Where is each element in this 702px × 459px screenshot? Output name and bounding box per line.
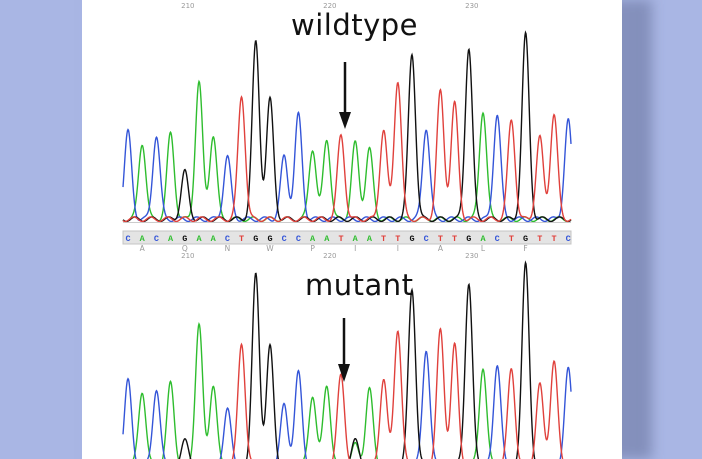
- arrows: [338, 62, 351, 382]
- ruler-cropped-char: ˇ: [211, 0, 215, 4]
- base-call-20: G: [409, 234, 414, 244]
- base-call-6: A: [211, 234, 217, 244]
- base-call-17: A: [367, 234, 373, 244]
- amino-acid-6: I: [397, 244, 399, 253]
- ruler-cropped-char: ˇ: [154, 0, 158, 4]
- mid-ruler-tick-label: 210: [181, 252, 194, 260]
- base-call-7: C: [225, 234, 230, 244]
- mutant-trace: [122, 260, 572, 459]
- wildtype-label: wildtype: [291, 8, 419, 42]
- base-call-1: A: [140, 234, 146, 244]
- base-call-16: A: [353, 234, 359, 244]
- base-call-11: C: [282, 234, 287, 244]
- base-call-12: C: [296, 234, 301, 244]
- base-call-18: T: [381, 234, 386, 244]
- amino-acid-5: I: [354, 244, 356, 253]
- base-call-25: A: [480, 234, 486, 244]
- ruler-cropped-char: ˇ: [552, 0, 556, 4]
- chromatogram-panel: [82, 0, 622, 459]
- ruler-cropped-char: ˇ: [467, 0, 471, 4]
- base-call-22: T: [438, 234, 443, 244]
- wildtype-arrow-head: [339, 112, 351, 129]
- ruler-cropped-char: ˇ: [268, 0, 272, 4]
- base-call-5: A: [196, 234, 202, 244]
- ruler-cropped-char: ˇ: [382, 0, 386, 4]
- trace-T-line: [231, 327, 564, 459]
- base-call-24: G: [466, 234, 471, 244]
- base-call-26: C: [495, 234, 500, 244]
- ruler-cropped-char: ˇ: [353, 0, 357, 4]
- base-call-14: A: [324, 234, 330, 244]
- ruler-cropped-char: ˇ: [296, 0, 300, 4]
- ruler-cropped-char: ˇ: [126, 0, 130, 4]
- base-call-2: C: [154, 234, 159, 244]
- ruler-cropped-char: ˇ: [325, 0, 329, 4]
- top-ruler: ˇˇˇˇˇˇˇˇˇˇˇˇˇˇˇˇ210220230: [126, 0, 556, 10]
- sequence-bar-background: [122, 230, 572, 245]
- base-call-4: G: [182, 234, 187, 244]
- mid-ruler-tick-label: 230: [465, 252, 478, 260]
- base-call-8: T: [239, 234, 244, 244]
- base-call-21: C: [424, 234, 429, 244]
- base-call-3: A: [168, 234, 174, 244]
- amino-acid-4: P: [310, 244, 315, 253]
- base-call-15: T: [338, 234, 343, 244]
- base-call-30: T: [551, 234, 556, 244]
- mutant-label: mutant: [305, 268, 414, 302]
- base-call-27: T: [509, 234, 514, 244]
- amino-acid-7: A: [438, 244, 444, 253]
- base-call-29: T: [537, 234, 542, 244]
- amino-acid-3: W: [266, 244, 274, 253]
- amino-acid-1: Q: [182, 244, 188, 253]
- ruler-cropped-char: ˇ: [410, 0, 414, 4]
- base-call-19: T: [395, 234, 400, 244]
- top-ruler-tick-label: 220: [323, 2, 336, 10]
- trace-T-line: [122, 81, 572, 223]
- base-call-13: A: [310, 234, 316, 244]
- base-call-10: G: [267, 234, 272, 244]
- trace-A-line: [132, 322, 493, 459]
- ruler-cropped-char: ˇ: [524, 0, 528, 4]
- base-call-28: G: [523, 234, 528, 244]
- ruler-cropped-char: ˇ: [183, 0, 187, 4]
- base-call-31: C: [566, 234, 571, 244]
- mutant-arrow-head: [338, 364, 350, 382]
- amino-acid-9: F: [523, 244, 527, 253]
- top-ruler-tick-label: 230: [465, 2, 478, 10]
- wildtype-trace: [122, 30, 572, 223]
- mid-ruler-tick-label: 220: [323, 252, 336, 260]
- trace-C-line: [122, 111, 572, 223]
- base-call-9: G: [253, 234, 258, 244]
- trace-C-line: [122, 350, 572, 459]
- base-call-23: T: [452, 234, 457, 244]
- ruler-cropped-char: ˇ: [495, 0, 499, 4]
- top-ruler-tick-label: 210: [181, 2, 194, 10]
- amino-acid-2: N: [225, 244, 231, 253]
- sequence-bar: C A C A G A A C T G G C C A A T A A T T G C T T G A C T G T T CA Q N W P I I A…: [122, 230, 572, 260]
- ruler-cropped-char: ˇ: [438, 0, 442, 4]
- amino-acid-8: L: [481, 244, 486, 253]
- amino-acid-0: A: [140, 244, 146, 253]
- ruler-cropped-char: ˇ: [240, 0, 244, 4]
- base-call-0: C: [125, 234, 130, 244]
